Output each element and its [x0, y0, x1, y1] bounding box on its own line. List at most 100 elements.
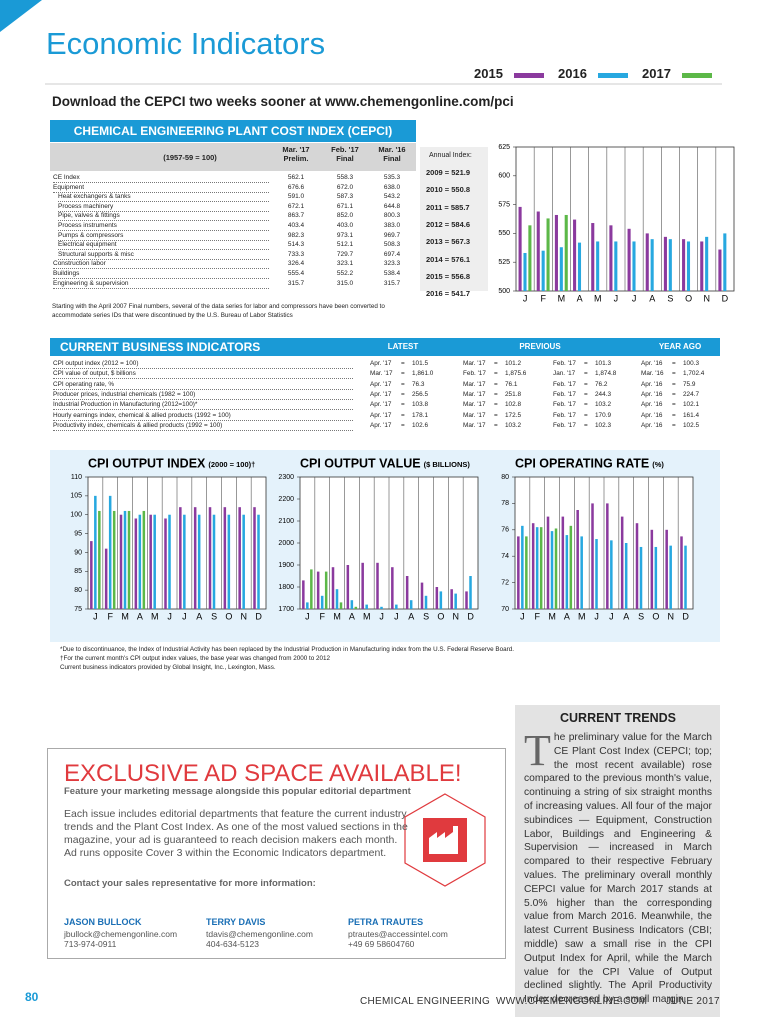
bar: [654, 546, 658, 609]
bar: [521, 525, 524, 609]
x-tick-label: A: [349, 611, 355, 621]
bar: [650, 529, 654, 609]
x-tick-label: J: [614, 293, 619, 303]
contact-email: jbullock@chemengonline.com: [64, 929, 178, 939]
bar: [346, 565, 350, 609]
x-tick-label: M: [363, 611, 371, 621]
bar: [650, 239, 654, 291]
bar: [569, 525, 573, 609]
bar: [253, 507, 256, 609]
bar: [350, 600, 354, 609]
col-header: Mar. '16 Final: [378, 145, 406, 163]
row-name: Engineering & supervision: [53, 280, 269, 289]
cbi-label: Producer prices, industrial chemicals (1…: [53, 391, 353, 400]
y-tick-label: 2000: [278, 540, 294, 547]
y-tick-label: 2300: [278, 474, 294, 481]
cbi-date: Feb. '17: [553, 360, 576, 367]
bar: [310, 569, 313, 609]
x-tick-label: S: [667, 293, 673, 303]
bar: [435, 587, 439, 609]
bar: [380, 606, 383, 609]
y-tick-label: 110: [71, 474, 82, 481]
bar: [257, 514, 260, 609]
bar: [669, 545, 672, 609]
bar: [624, 543, 628, 609]
bar: [550, 531, 554, 609]
cbi-value: 256.5: [412, 390, 428, 398]
annual-item: 2014 = 576.1: [426, 254, 471, 264]
bar: [718, 249, 722, 291]
y-tick-label: 100: [70, 512, 82, 519]
row-value: 672.1: [287, 202, 305, 210]
bar: [331, 567, 335, 609]
bar: [680, 536, 683, 609]
cbi-date: Apr. '16: [641, 401, 663, 409]
page-number: 80: [25, 990, 39, 1004]
x-tick-label: J: [520, 611, 525, 621]
y-tick-label: 78: [501, 500, 509, 507]
y-tick-label: 80: [74, 587, 82, 594]
annual-item: 2015 = 556.8: [426, 271, 471, 281]
x-tick-label: J: [609, 611, 614, 621]
cbi-eq: =: [672, 390, 676, 398]
row-value: 800.3: [383, 212, 401, 220]
bar: [149, 514, 152, 609]
bar: [536, 211, 540, 291]
bar: [94, 495, 97, 609]
ad-contact: Contact your sales representative for mo…: [64, 878, 316, 889]
chart-title: CPI OUTPUT VALUE: [300, 456, 421, 470]
bar: [238, 507, 241, 609]
cbi-date: Mar. '17: [463, 421, 486, 429]
bar: [208, 507, 212, 609]
x-tick-label: A: [196, 611, 202, 621]
cbi-date: Apr. '17: [370, 390, 392, 398]
bar: [546, 516, 550, 609]
bar: [98, 510, 101, 609]
bar: [546, 218, 550, 291]
cbi-date: Feb. '17: [463, 370, 486, 378]
row-value: 326.4: [287, 260, 305, 268]
contact-name: PETRA TRAUTES: [348, 917, 424, 927]
x-tick-label: O: [437, 611, 444, 621]
row-value: 969.7: [383, 231, 401, 239]
footer-item: CHEMICAL ENGINEERING: [360, 996, 491, 1007]
bar: [539, 527, 543, 609]
annual-item: 2010 = 550.8: [426, 185, 471, 195]
x-tick-label: N: [241, 611, 248, 621]
x-tick-label: A: [577, 293, 583, 303]
bar: [645, 233, 649, 291]
cbi-eq: =: [584, 390, 588, 398]
row-name: Construction labor: [53, 260, 269, 270]
bar: [465, 591, 468, 609]
row-value: 982.3: [287, 231, 305, 239]
annual-item: 2009 = 521.9: [426, 168, 471, 177]
cbi-date: Apr. '16: [641, 390, 663, 398]
cbi-eq: =: [401, 390, 405, 398]
cbi-date: Mar. '17: [370, 370, 393, 378]
row-value: 403.0: [336, 222, 354, 229]
x-tick-label: J: [305, 611, 310, 621]
legend-label: 2017: [642, 66, 671, 81]
bar: [528, 225, 532, 291]
bar: [179, 507, 182, 609]
cbi-label: Productivity index, chemicals & allied p…: [53, 422, 353, 431]
bar: [223, 507, 227, 609]
cbi-date: Mar. '17: [463, 390, 486, 398]
row-value: 638.0: [383, 183, 401, 191]
cbi-eq: =: [401, 411, 405, 419]
y-tick-label: 2100: [278, 518, 294, 525]
bar: [439, 591, 443, 609]
contact-phone: +49 69 58604760: [348, 939, 415, 949]
x-tick-label: D: [682, 611, 689, 621]
cbi-value: 178.1: [412, 411, 428, 419]
bar: [108, 495, 112, 609]
y-tick-label: 1700: [278, 606, 294, 613]
bar: [193, 507, 197, 609]
cbi-value: 251.8: [505, 390, 521, 398]
cbi-eq: =: [584, 380, 588, 388]
y-tick-label: 95: [74, 530, 82, 537]
bar: [632, 241, 636, 291]
cbi-date: Feb. '17: [553, 401, 576, 409]
chart-title-unit: ($ BILLIONS): [424, 460, 471, 469]
